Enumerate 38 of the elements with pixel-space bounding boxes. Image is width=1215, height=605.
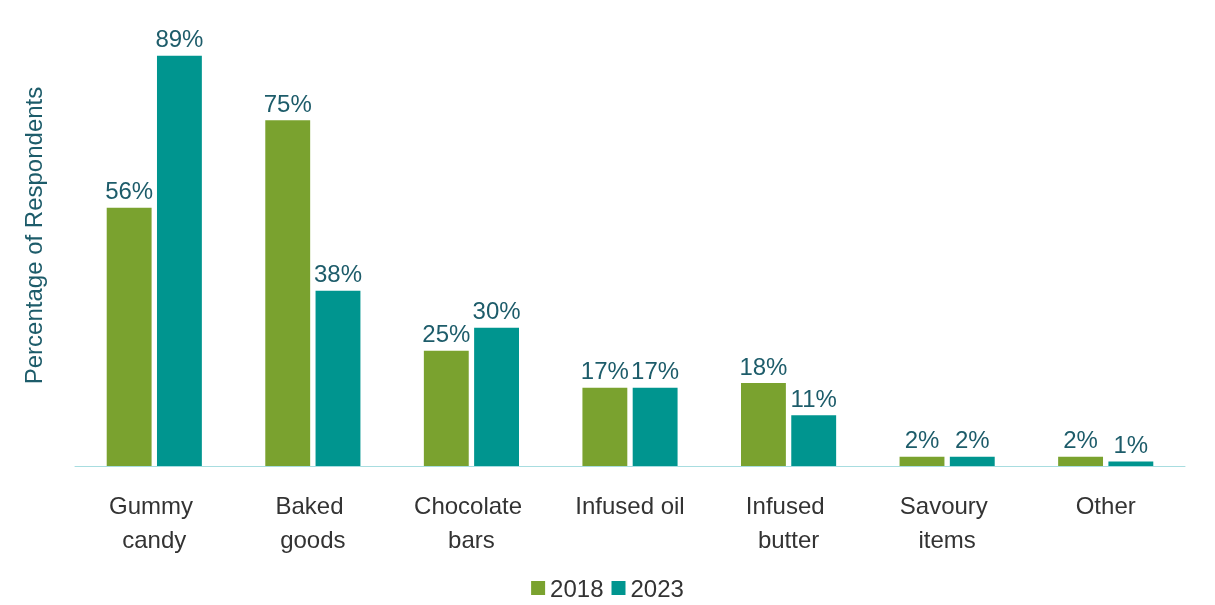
bar (423, 350, 469, 466)
data-label: 2% (1063, 426, 1098, 454)
bar (265, 120, 311, 466)
bar (474, 327, 519, 466)
legend-label: 2018 (550, 574, 604, 602)
data-label: 17% (580, 357, 629, 385)
bar (106, 207, 152, 466)
data-label: 18% (739, 352, 788, 380)
x-tick-label: Other (1075, 491, 1136, 519)
legend-label: 2023 (630, 574, 684, 602)
data-label: 56% (105, 177, 154, 205)
bar (791, 415, 837, 466)
data-label: 11% (790, 384, 837, 412)
data-label: 17% (631, 357, 680, 385)
data-label: 2% (904, 426, 940, 454)
x-tick-label: Infused butter (745, 491, 832, 553)
bar (156, 55, 202, 466)
bar (899, 456, 945, 466)
data-label: 75% (263, 89, 312, 117)
data-label: 38% (313, 260, 363, 288)
bar (1108, 461, 1154, 466)
x-tick-label: Infused oil (575, 491, 685, 519)
data-label: 1% (1113, 430, 1149, 458)
x-tick-label: Chocolate bars (414, 491, 529, 553)
bar (949, 456, 995, 466)
x-tick-label: Savoury items (899, 491, 995, 553)
bar (632, 387, 678, 466)
bar (315, 290, 361, 466)
bar (582, 387, 628, 466)
y-axis-title: Percentage of Respondents (19, 86, 47, 385)
x-tick-label: Baked goods (275, 491, 351, 553)
data-label: 89% (155, 25, 204, 53)
x-tick-label: Gummy candy (108, 491, 200, 553)
data-label: 30% (472, 297, 521, 325)
data-label: 2% (954, 426, 990, 454)
bar (1058, 456, 1104, 466)
data-label: 25% (422, 320, 471, 348)
bar (741, 383, 786, 466)
